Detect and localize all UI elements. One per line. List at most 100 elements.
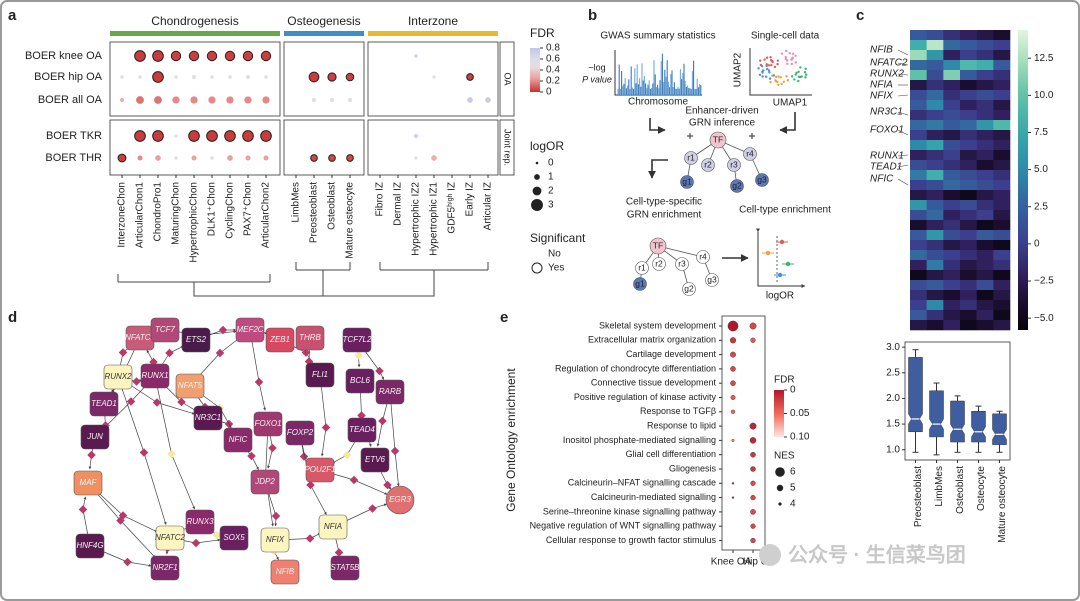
- heat-cell: [943, 240, 961, 251]
- tf-node: [253, 411, 283, 437]
- heat-cell: [910, 200, 927, 211]
- legend-title: logOR: [530, 139, 564, 153]
- column-label: DLK1⁺Chon: [207, 182, 218, 236]
- heat-cell: [910, 40, 927, 51]
- tree-node-label: TF: [713, 134, 723, 144]
- heat-cell: [960, 80, 977, 91]
- heat-cell: [943, 320, 961, 331]
- heat-cell: [910, 230, 927, 241]
- dot: [228, 75, 232, 79]
- arrow: [779, 112, 796, 134]
- umap-dot: [800, 75, 803, 78]
- heat-cell: [910, 100, 927, 111]
- heat-cell: [976, 210, 994, 221]
- size-key-label: 1: [548, 172, 554, 183]
- tree-node: [682, 282, 696, 296]
- column-label: Early IZ: [465, 182, 476, 216]
- heat-cell: [976, 30, 994, 41]
- heat-cell: [926, 160, 944, 171]
- term-label: Serine–threonine kinase signalling pathw…: [543, 506, 717, 516]
- column-label: Osteoblast: [327, 182, 338, 230]
- tree-node: [635, 261, 649, 275]
- tf-label: TCF7L2: [343, 335, 372, 344]
- heat-cell: [926, 90, 944, 101]
- dot: [749, 422, 757, 430]
- heat-cell: [926, 310, 944, 321]
- heat-cell: [960, 200, 977, 211]
- heat-cell: [993, 320, 1011, 331]
- heat-cell: [960, 60, 977, 71]
- tf-label: FOXP2: [287, 428, 314, 437]
- heat-cell: [926, 60, 944, 71]
- forest-point: [785, 261, 791, 267]
- tf-label: HNF4G: [76, 541, 103, 550]
- dot: [730, 366, 736, 372]
- heat-cell: [910, 50, 927, 61]
- heat-cell: [993, 120, 1011, 131]
- heat-cell: [993, 170, 1011, 181]
- umap-dot: [804, 67, 807, 70]
- dot: [224, 50, 236, 62]
- legend-title: FDR: [774, 375, 795, 386]
- dot: [242, 130, 254, 142]
- heat-cell: [943, 150, 961, 161]
- tf-node: [305, 362, 335, 388]
- tf-label: NFAT5: [178, 381, 203, 390]
- dot: [414, 54, 418, 58]
- size-key-label: 6: [790, 467, 796, 478]
- tf-node: [305, 457, 335, 483]
- region-node: [305, 534, 315, 543]
- umap-dot: [804, 76, 807, 79]
- heat-cell: [926, 150, 944, 161]
- heat-cell: [993, 210, 1011, 221]
- column-label: Hypertrophic IZ1: [429, 182, 440, 256]
- group-title: Chondrogenesis: [151, 14, 238, 28]
- heat-cell: [926, 250, 944, 261]
- heat-cell: [976, 50, 994, 61]
- size-key-label: 0: [548, 158, 554, 169]
- heat-cell: [993, 60, 1011, 71]
- heat-cell: [976, 180, 994, 191]
- tree-node: [649, 237, 667, 255]
- heat-cell: [960, 140, 977, 151]
- heat-cell: [993, 280, 1011, 291]
- colorbar: [774, 390, 784, 437]
- heat-cell: [976, 80, 994, 91]
- tf-label: POU2F1: [304, 465, 335, 474]
- umap-dot: [765, 64, 768, 68]
- heat-cell: [993, 270, 1011, 281]
- y-label: −log: [588, 62, 605, 72]
- size-key: [534, 174, 540, 180]
- gene-connector: [897, 154, 909, 157]
- grn-enrichment: GRN enrichment: [627, 210, 702, 221]
- tf-label: NFIC: [229, 435, 248, 444]
- column-label: Mature osteocyte: [345, 182, 356, 259]
- umap-dot: [761, 71, 764, 74]
- tf-label: TEAD1: [91, 399, 117, 408]
- heat-cell: [960, 250, 977, 261]
- gene-connector: [897, 94, 909, 97]
- dot: [730, 351, 736, 358]
- umap-dot: [767, 69, 771, 72]
- heat-cell: [960, 150, 977, 161]
- dot: [731, 496, 735, 499]
- gene-label: NFIA: [870, 80, 893, 91]
- region-node: [78, 505, 88, 514]
- dot: [413, 133, 419, 139]
- edge: [310, 484, 327, 515]
- heat-cell: [910, 220, 927, 231]
- column-label: Hypertrophic IZ2: [411, 182, 422, 256]
- gene-label: NR3C1: [870, 107, 903, 118]
- dot: [329, 97, 335, 103]
- heat-cell: [993, 300, 1011, 311]
- heat-cell: [910, 250, 927, 261]
- umap-dot: [791, 56, 794, 59]
- umap-dot: [805, 73, 808, 76]
- heat-cell: [960, 320, 977, 331]
- tf-node: [345, 368, 375, 394]
- edge: [117, 376, 145, 453]
- heat-cell: [910, 160, 927, 171]
- row-label: BOER hip OA: [34, 71, 103, 83]
- umap-dot: [774, 75, 778, 79]
- gene-connector: [897, 111, 909, 116]
